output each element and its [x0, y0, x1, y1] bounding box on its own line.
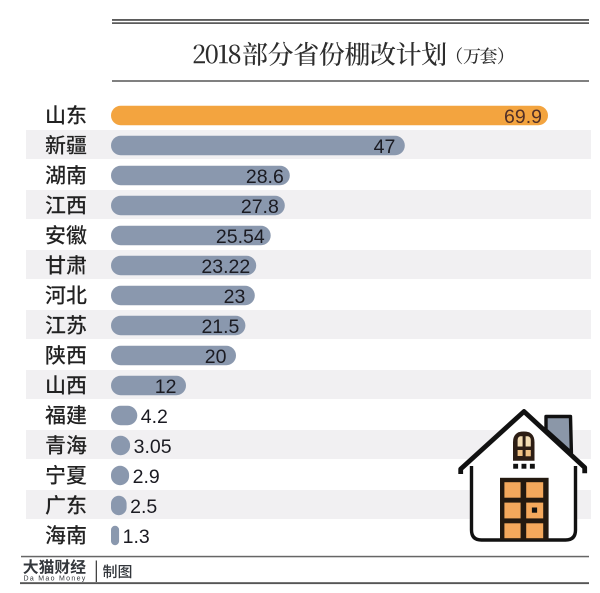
svg-text:25.54: 25.54 — [216, 226, 265, 248]
svg-text:47: 47 — [374, 136, 396, 158]
svg-text:20: 20 — [205, 346, 227, 368]
svg-text:69.9: 69.9 — [504, 106, 542, 128]
svg-text:Da Mao Money: Da Mao Money — [24, 575, 87, 582]
svg-text:2.9: 2.9 — [133, 466, 160, 488]
svg-text:3.05: 3.05 — [134, 436, 172, 458]
svg-text:2.5: 2.5 — [130, 496, 157, 518]
svg-text:23: 23 — [224, 286, 246, 308]
svg-text:28.6: 28.6 — [246, 166, 284, 188]
svg-text:23.22: 23.22 — [201, 256, 250, 278]
svg-text:12: 12 — [155, 376, 177, 398]
svg-text:1.3: 1.3 — [123, 526, 150, 548]
svg-text:27.8: 27.8 — [241, 196, 279, 218]
svg-text:4.2: 4.2 — [141, 406, 168, 428]
svg-text:21.5: 21.5 — [201, 316, 239, 338]
